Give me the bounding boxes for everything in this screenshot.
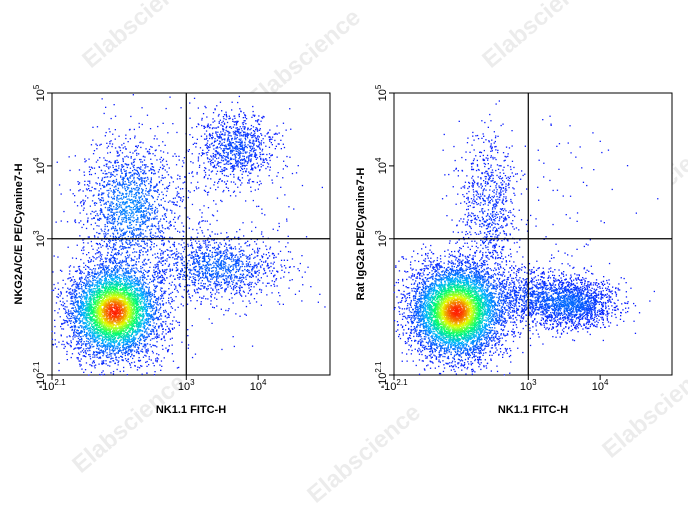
y-axis-label: Rat IgG2a PE/Cyanine7-H xyxy=(355,168,367,301)
plot-frame xyxy=(394,93,672,375)
y-tick-label: -102.1 xyxy=(32,361,47,389)
flow-cytometry-figure: -102.1 103 104 -102.1 103 104 105 NK1.1 FITC-H N… xyxy=(0,0,688,490)
x-tick-label: 104 xyxy=(592,378,609,393)
y-tick-label: 104 xyxy=(32,157,47,174)
y-axis-label: NKG2A/C/E PE/Cyanine7-H xyxy=(13,163,25,304)
x-axis-label: NK1.1 FITC-H xyxy=(156,404,226,416)
y-tick-label: 105 xyxy=(32,84,47,101)
x-tick-label: 104 xyxy=(250,378,267,393)
y-tick-label: 105 xyxy=(374,84,389,101)
y-tick-label: 103 xyxy=(374,230,389,247)
y-tick-label: 103 xyxy=(32,230,47,247)
x-tick-label: 103 xyxy=(520,378,537,393)
plot-frame xyxy=(52,93,330,375)
y-tick-label: 104 xyxy=(374,157,389,174)
x-tick-label: 103 xyxy=(178,378,195,393)
x-axis-label: NK1.1 FITC-H xyxy=(498,404,568,416)
y-tick-label: -102.1 xyxy=(374,361,389,389)
